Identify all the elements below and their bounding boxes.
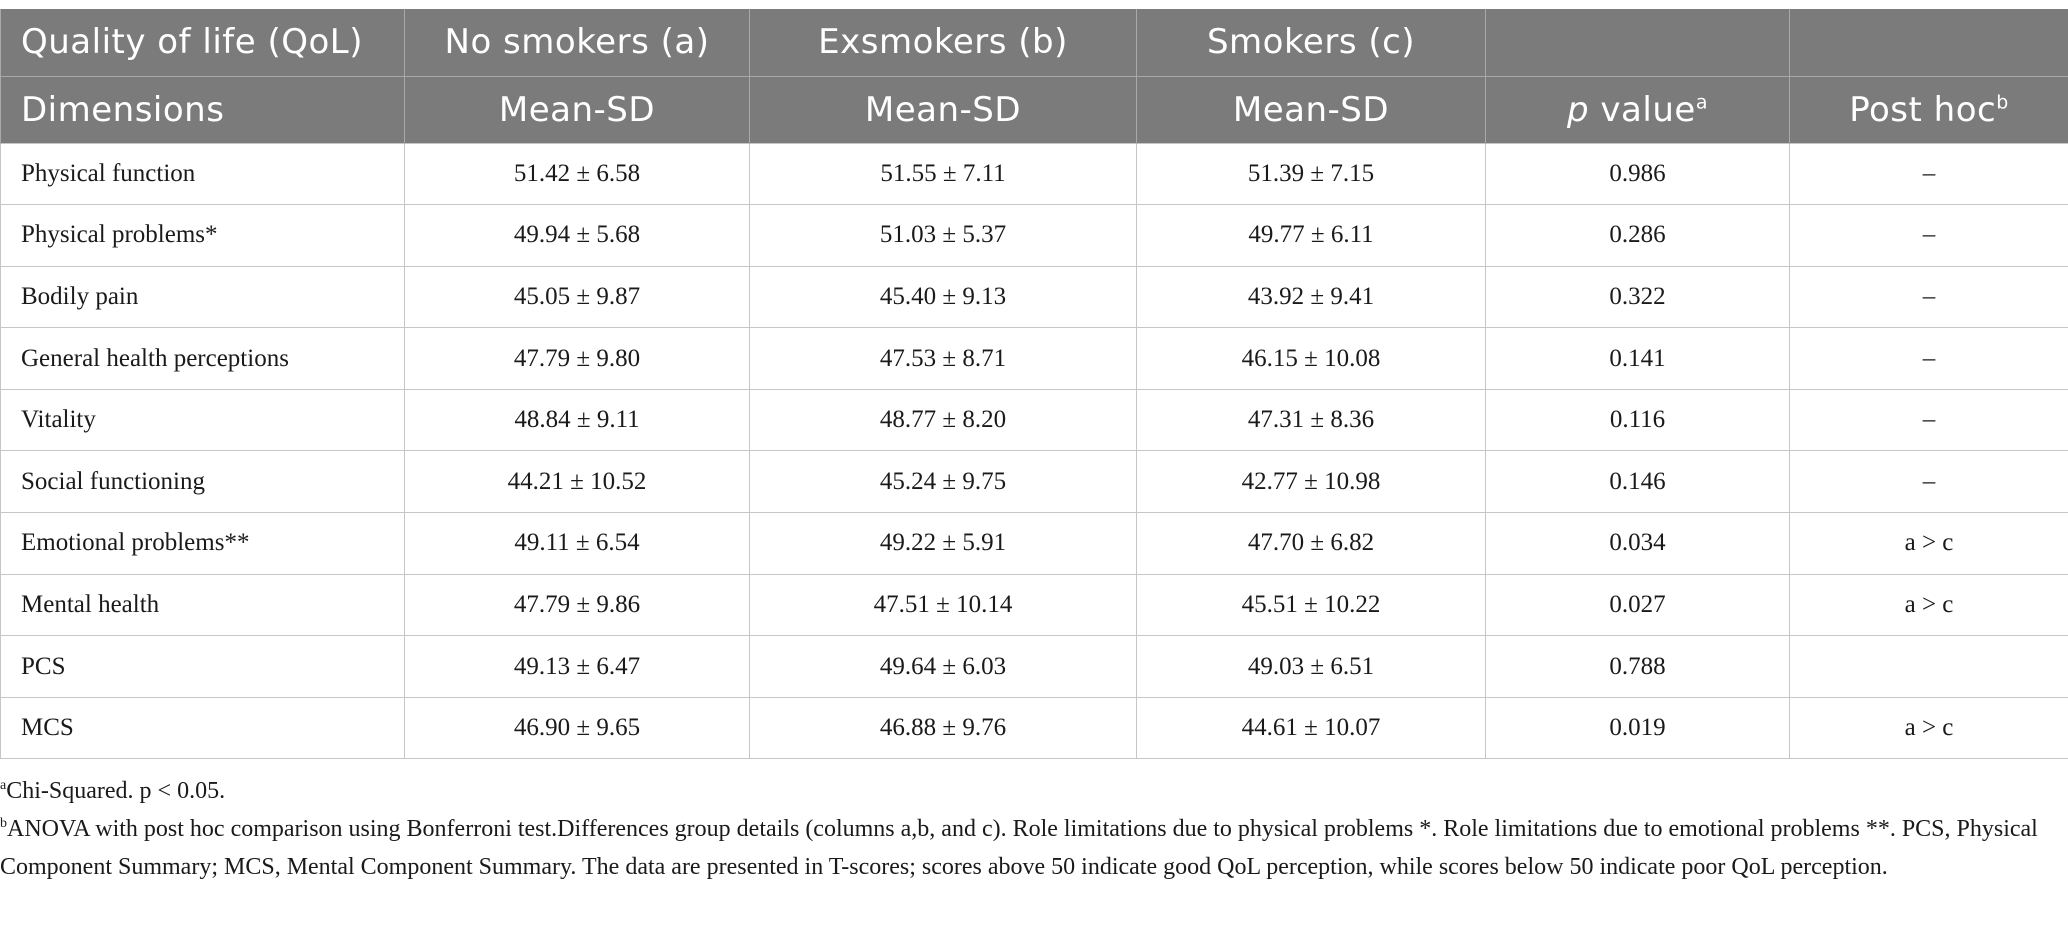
header-qol: Quality of life (QoL) [0,9,405,77]
cell-dimension: Social functioning [0,450,405,514]
cell-post-hoc: – [1789,265,2068,329]
footnote-b-marker: b [0,816,7,831]
cell-post-hoc: – [1789,450,2068,514]
cell-dimension: MCS [0,696,405,760]
header-no-smokers: No smokers (a) [404,9,750,77]
cell-smokers: 43.92 ± 9.41 [1136,265,1486,329]
cell-exsmokers: 46.88 ± 9.76 [749,696,1137,760]
cell-no-smokers: 51.42 ± 6.58 [404,142,750,206]
cell-exsmokers: 49.22 ± 5.91 [749,512,1137,575]
cell-no-smokers: 48.84 ± 9.11 [404,388,750,452]
cell-post-hoc: a > c [1789,696,2068,760]
cell-post-hoc: – [1789,388,2068,452]
cell-dimension: Physical problems* [0,204,405,267]
cell-exsmokers: 47.53 ± 8.71 [749,327,1137,390]
cell-exsmokers: 45.40 ± 9.13 [749,265,1137,329]
cell-exsmokers: 47.51 ± 10.14 [749,573,1137,637]
cell-exsmokers: 48.77 ± 8.20 [749,388,1137,452]
cell-smokers: 44.61 ± 10.07 [1136,696,1486,760]
table-row: Social functioning 44.21 ± 10.52 45.24 ±… [0,450,2068,514]
header-mean-sd-a: Mean-SD [404,76,750,143]
table-row: Vitality 48.84 ± 9.11 48.77 ± 8.20 47.31… [0,388,2068,452]
table-body: Physical function 51.42 ± 6.58 51.55 ± 7… [0,142,2068,760]
header-row-measures: Dimensions Mean-SD Mean-SD Mean-SD p val… [0,76,2068,143]
cell-dimension: Bodily pain [0,265,405,329]
cell-p-value: 0.027 [1485,573,1790,637]
footnote-b-text: ANOVA with post hoc comparison using Bon… [0,816,2038,880]
cell-exsmokers: 49.64 ± 6.03 [749,635,1137,698]
cell-post-hoc: – [1789,204,2068,267]
table-row: MCS 46.90 ± 9.65 46.88 ± 9.76 44.61 ± 10… [0,696,2068,760]
cell-dimension: General health perceptions [0,327,405,390]
header-p-italic: p [1567,89,1590,130]
cell-exsmokers: 51.55 ± 7.11 [749,142,1137,206]
footnote-a-marker: a [0,778,7,793]
table-row: Mental health 47.79 ± 9.86 47.51 ± 10.14… [0,573,2068,637]
cell-no-smokers: 44.21 ± 10.52 [404,450,750,514]
cell-post-hoc [1789,635,2068,698]
cell-post-hoc: a > c [1789,512,2068,575]
cell-smokers: 46.15 ± 10.08 [1136,327,1486,390]
header-mean-sd-c: Mean-SD [1136,76,1486,143]
cell-post-hoc: a > c [1789,573,2068,637]
cell-no-smokers: 45.05 ± 9.87 [404,265,750,329]
header-empty-2 [1789,9,2068,77]
header-exsmokers: Exsmokers (b) [749,9,1137,77]
cell-no-smokers: 47.79 ± 9.80 [404,327,750,390]
cell-no-smokers: 46.90 ± 9.65 [404,696,750,760]
header-p-value: p valuea [1485,76,1790,143]
cell-no-smokers: 47.79 ± 9.86 [404,573,750,637]
header-p-rest: value [1589,89,1696,130]
cell-p-value: 0.322 [1485,265,1790,329]
cell-p-value: 0.146 [1485,450,1790,514]
header-smokers: Smokers (c) [1136,9,1486,77]
cell-exsmokers: 45.24 ± 9.75 [749,450,1137,514]
footnote-a-text: Chi-Squared. p < 0.05. [6,778,226,804]
cell-smokers: 47.31 ± 8.36 [1136,388,1486,452]
table-row: Bodily pain 45.05 ± 9.87 45.40 ± 9.13 43… [0,265,2068,329]
cell-dimension: Mental health [0,573,405,637]
cell-smokers: 47.70 ± 6.82 [1136,512,1486,575]
cell-dimension: Physical function [0,142,405,206]
header-empty-1 [1485,9,1790,77]
table-row: PCS 49.13 ± 6.47 49.64 ± 6.03 49.03 ± 6.… [0,635,2068,698]
cell-p-value: 0.116 [1485,388,1790,452]
cell-smokers: 45.51 ± 10.22 [1136,573,1486,637]
cell-no-smokers: 49.11 ± 6.54 [404,512,750,575]
cell-exsmokers: 51.03 ± 5.37 [749,204,1137,267]
cell-dimension: PCS [0,635,405,698]
footnote-b: bANOVA with post hoc comparison using Bo… [0,810,2058,886]
footnote-a: aChi-Squared. p < 0.05. [0,772,2058,810]
cell-dimension: Emotional problems** [0,512,405,575]
cell-dimension: Vitality [0,388,405,452]
table-header: Quality of life (QoL) No smokers (a) Exs… [0,9,2068,143]
table-row: General health perceptions 47.79 ± 9.80 … [0,327,2068,390]
cell-p-value: 0.034 [1485,512,1790,575]
cell-p-value: 0.019 [1485,696,1790,760]
header-mean-sd-b: Mean-SD [749,76,1137,143]
cell-p-value: 0.286 [1485,204,1790,267]
table-footnotes: aChi-Squared. p < 0.05. bANOVA with post… [0,772,2058,886]
header-post-hoc: Post hocb [1789,76,2068,143]
cell-p-value: 0.986 [1485,142,1790,206]
qol-table: Quality of life (QoL) No smokers (a) Exs… [0,9,2068,760]
cell-smokers: 49.03 ± 6.51 [1136,635,1486,698]
header-post-hoc-sup: b [1996,91,2009,114]
cell-smokers: 42.77 ± 10.98 [1136,450,1486,514]
cell-no-smokers: 49.13 ± 6.47 [404,635,750,698]
cell-smokers: 49.77 ± 6.11 [1136,204,1486,267]
cell-p-value: 0.141 [1485,327,1790,390]
header-post-hoc-label: Post hoc [1849,89,1997,130]
header-row-groups: Quality of life (QoL) No smokers (a) Exs… [0,9,2068,77]
table-row: Physical problems* 49.94 ± 5.68 51.03 ± … [0,204,2068,267]
header-p-sup: a [1695,91,1708,114]
cell-post-hoc: – [1789,327,2068,390]
header-dimensions: Dimensions [0,76,405,143]
cell-p-value: 0.788 [1485,635,1790,698]
cell-no-smokers: 49.94 ± 5.68 [404,204,750,267]
table-row: Physical function 51.42 ± 6.58 51.55 ± 7… [0,142,2068,206]
cell-smokers: 51.39 ± 7.15 [1136,142,1486,206]
table-row: Emotional problems** 49.11 ± 6.54 49.22 … [0,512,2068,575]
cell-post-hoc: – [1789,142,2068,206]
